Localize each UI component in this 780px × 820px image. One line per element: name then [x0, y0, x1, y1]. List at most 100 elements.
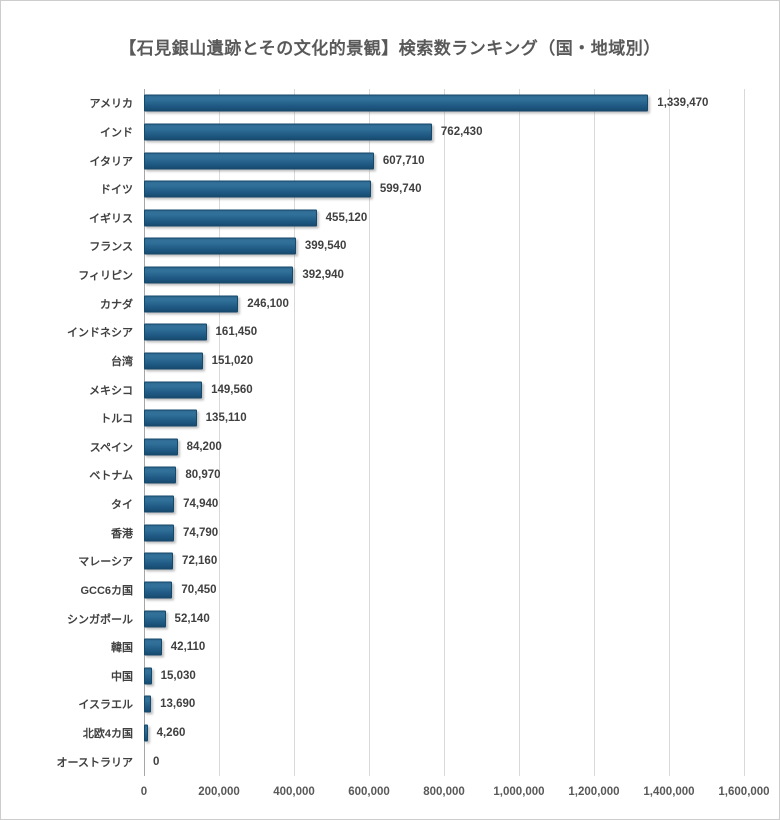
bar: [144, 724, 148, 742]
category-label: シンガポール: [67, 613, 133, 626]
value-label: 399,540: [304, 240, 347, 253]
value-label: 392,940: [302, 269, 344, 282]
category-label: ドイツ: [100, 184, 133, 197]
bar-row: イタリア 607,710: [89, 146, 744, 175]
bar-row: シンガポール 52,140: [67, 604, 744, 633]
category-label: 中国: [111, 670, 133, 683]
bar: [144, 466, 177, 484]
bar-row: イスラエル 13,690: [78, 690, 744, 719]
bar-row: ベトナム 80,970: [89, 461, 744, 490]
bar-row: フィリピン 392,940: [78, 261, 744, 290]
value-label: 52,140: [174, 612, 210, 625]
value-label: 135,110: [205, 412, 247, 425]
bar: [144, 495, 175, 513]
value-label: 72,160: [182, 555, 218, 568]
x-axis-tick-label: 600,000: [348, 786, 390, 798]
y-axis-line: [144, 89, 145, 776]
category-label: イタリア: [89, 155, 133, 168]
bar: [144, 610, 166, 628]
value-label: 13,690: [160, 698, 196, 711]
x-axis-tick-label: 200,000: [198, 786, 240, 798]
bar-row: トルコ 135,110: [100, 404, 744, 433]
bar-row: タイ 74,940: [111, 490, 744, 519]
gridline: [744, 89, 745, 776]
category-label: 韓国: [111, 642, 133, 655]
bar-row: イギリス 455,120: [89, 204, 744, 233]
gridline: [294, 89, 295, 776]
value-label: 0: [153, 755, 160, 768]
bar-row: 韓国 42,110: [111, 633, 744, 662]
category-label: フィリピン: [78, 270, 133, 283]
value-label: 599,740: [379, 183, 422, 196]
bar: [144, 409, 197, 427]
value-label: 149,560: [211, 383, 253, 396]
bar-row: ドイツ 599,740: [100, 175, 744, 204]
bar: [144, 638, 162, 656]
bar: [144, 123, 432, 141]
category-label: フランス: [89, 241, 133, 254]
bar: [144, 266, 294, 284]
value-label: 151,020: [211, 354, 254, 367]
bar: [144, 94, 649, 112]
x-axis-tick-label: 1,600,000: [718, 786, 770, 798]
bar-row: インドネシア 161,450: [67, 318, 744, 347]
category-label: イスラエル: [78, 699, 133, 712]
category-label: 香港: [111, 527, 133, 540]
category-label: メキシコ: [89, 384, 133, 397]
x-axis-tick-label: 800,000: [423, 786, 465, 798]
value-label: 84,200: [186, 440, 222, 453]
bar: [144, 295, 239, 313]
gridline: [219, 89, 220, 776]
bar: [144, 381, 203, 399]
category-label: 台湾: [111, 355, 133, 368]
value-label: 762,430: [440, 125, 483, 138]
gridline: [369, 89, 370, 776]
category-label: タイ: [111, 499, 133, 512]
x-axis-tick-label: 400,000: [273, 786, 315, 798]
bar: [144, 695, 152, 713]
category-label: トルコ: [100, 413, 133, 426]
bar-row: 中国 15,030: [111, 662, 744, 691]
value-label: 15,030: [160, 669, 196, 682]
bar: [144, 237, 296, 255]
chart-title: 【石見銀山遺跡とその文化的景観】検索数ランキング（国・地域別）: [119, 39, 661, 58]
bar-row: オーストラリア 0: [57, 747, 744, 776]
bar-row: フランス 399,540: [89, 232, 744, 261]
x-axis-tick-label: 0: [140, 786, 148, 798]
bar: [144, 180, 371, 198]
category-label: カナダ: [100, 298, 133, 311]
gridline: [669, 89, 670, 776]
category-label: ベトナム: [89, 470, 133, 483]
category-label: 北欧4カ国: [82, 728, 133, 741]
category-label: アメリカ: [89, 98, 133, 111]
value-label: 4,260: [156, 727, 186, 740]
value-label: 74,790: [183, 526, 219, 539]
category-label: インド: [100, 126, 133, 139]
x-axis-tick-label: 1,200,000: [568, 786, 620, 798]
bar-row: GCC6カ国 70,450: [80, 576, 744, 605]
bar: [144, 209, 317, 227]
category-label: インドネシア: [67, 327, 133, 340]
category-label: スペイン: [89, 441, 133, 454]
value-label: 74,940: [183, 498, 219, 511]
category-label: イギリス: [89, 212, 133, 225]
x-axis-tick-label: 1,000,000: [493, 786, 545, 798]
bar: [144, 352, 203, 370]
x-axis-tick-label: 1,400,000: [643, 786, 695, 798]
bar-row: アメリカ 1,339,470: [90, 89, 744, 118]
bar: [144, 152, 374, 170]
bar: [144, 323, 207, 341]
value-label: 607,710: [382, 154, 425, 167]
bar: [144, 552, 174, 570]
category-label: オーストラリア: [56, 756, 133, 769]
bar-row: 台湾 151,020: [111, 347, 744, 376]
bar-row: メキシコ 149,560: [89, 375, 744, 404]
value-label: 246,100: [247, 297, 289, 310]
value-label: 42,110: [170, 641, 206, 654]
bar: [144, 438, 178, 456]
value-label: 1,339,470: [657, 97, 709, 110]
value-label: 161,450: [215, 326, 258, 339]
bar: [144, 581, 173, 599]
bar-row: スペイン 84,200: [90, 433, 744, 462]
bar: [144, 524, 175, 542]
